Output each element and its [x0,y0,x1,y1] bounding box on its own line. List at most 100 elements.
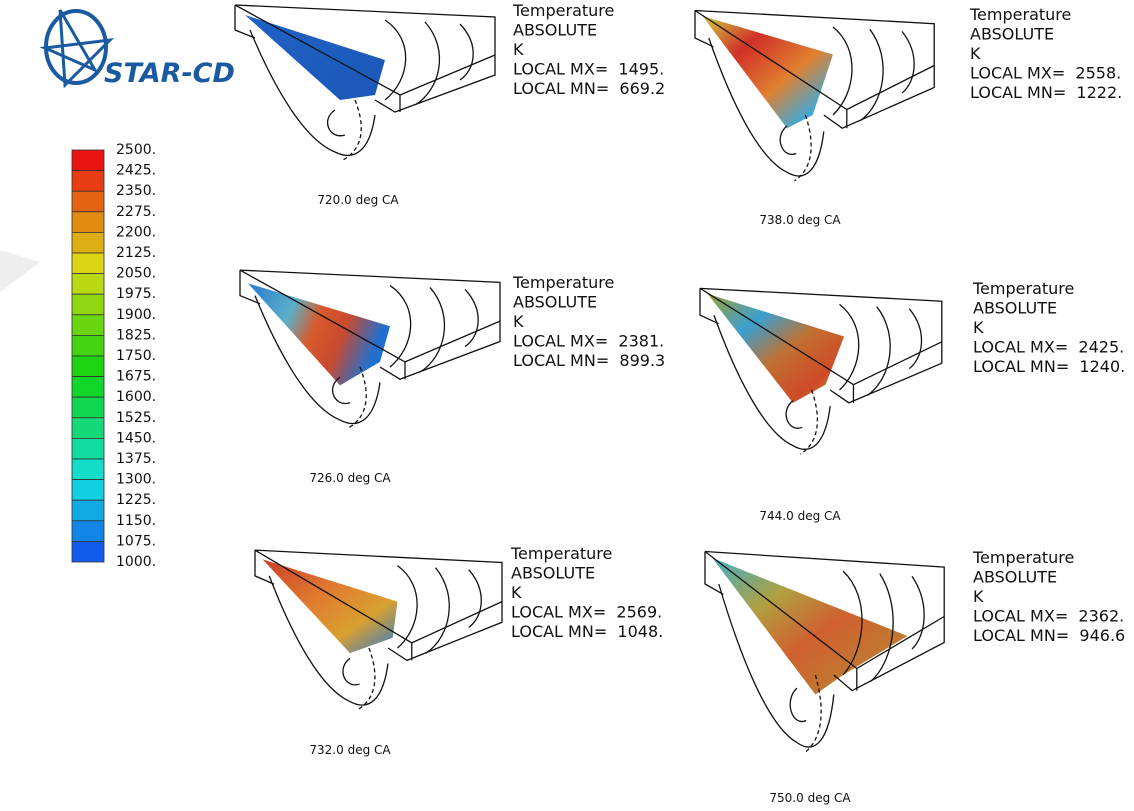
panel-info: ABSOLUTE [973,299,1057,318]
outline [800,390,817,454]
outline [902,31,914,93]
legend-swatch [72,418,104,439]
legend-label: 1450. [116,430,156,446]
legend-swatch [72,294,104,315]
legend-label: 1300. [116,472,156,488]
legend-label: 1900. [116,307,156,323]
legend-label: 2275. [116,204,156,220]
logo: STAR-CD [45,10,235,89]
legend-label: 1975. [116,286,156,302]
panel-info: ABSOLUTE [973,568,1057,587]
outline [343,658,360,685]
panel: TemperatureABSOLUTEKLOCAL MX= 2558.LOCAL… [695,5,1122,227]
legend-label: 1525. [116,410,156,426]
panel-info: K [970,44,981,63]
outline [909,309,921,369]
temperature-field [263,559,398,653]
panel-info: LOCAL MX= 2569. [511,603,662,622]
outline [867,307,890,396]
geometry [235,5,495,160]
legend-label: 2200. [116,224,156,240]
legend-label: 1825. [116,327,156,343]
legend-swatch [72,171,104,192]
outline [460,24,473,80]
color-legend: 2500.2425.2350.2275.2200.2125.2050.1975.… [72,142,156,570]
temperature-field [245,15,385,100]
legend-swatch [72,521,104,542]
outline [465,289,478,346]
legend-label: 1750. [116,348,156,364]
outline [786,401,802,429]
panel-info: ABSOLUTE [511,564,595,583]
panel-info: K [973,318,984,337]
legend-label: 2425. [116,163,156,179]
legend-label: 2050. [116,266,156,282]
panel-info: K [513,40,524,59]
legend-swatch [72,356,104,377]
logo-text: STAR-CD [104,58,235,89]
geometry [255,550,502,710]
legend-label: 1075. [116,533,156,549]
legend-swatch [72,335,104,356]
geometry [700,288,942,454]
watermark [0,250,40,292]
panel-info: Temperature [969,5,1071,24]
legend-label: 2500. [116,142,156,158]
outline [358,648,375,710]
page: STAR-CD 2500.2425.2350.2275.2200.2125.20… [0,0,1134,811]
temperature-field [707,294,844,403]
panel-info: LOCAL MX= 2362. [973,607,1124,626]
legend-label: 1600. [116,389,156,405]
panel-info: Temperature [510,544,612,563]
legend-swatch [72,459,104,480]
panel-info: LOCAL MX= 2381. [513,332,664,351]
panel-info: Temperature [512,1,614,20]
outline [420,287,444,372]
outline [426,568,449,653]
outline [912,576,924,649]
legend-label: 1150. [116,513,156,529]
legend-label: 1375. [116,451,156,467]
legend-swatch [72,438,104,459]
panel-info: ABSOLUTE [513,293,597,312]
panel-info: LOCAL MX= 2425. [973,338,1124,357]
panel-caption: 726.0 deg CA [309,471,391,485]
panel-info: K [973,587,984,606]
panel-info: LOCAL MN= 1240. [973,357,1125,376]
geometry [695,11,934,182]
panel-info: Temperature [972,548,1074,567]
panel-info: LOCAL MN= 669.2 [513,79,665,98]
outline [328,110,345,136]
legend-swatch [72,212,104,233]
panel-info: LOCAL MN= 1222. [970,83,1122,102]
outline [780,126,796,154]
temperature-field [248,283,390,385]
panel-info: LOCAL MN= 1048. [511,622,663,641]
outline [790,688,806,722]
legend-label: 1000. [116,554,156,570]
panel-info: Temperature [972,279,1074,298]
panel-info: LOCAL MX= 1495. [513,60,664,79]
legend-swatch [72,232,104,253]
geometry [705,552,944,754]
outline [469,570,482,628]
legend-swatch [72,397,104,418]
panel-info: ABSOLUTE [513,21,597,40]
panel-info: K [513,312,524,331]
legend-swatch [72,377,104,398]
panel-caption: 738.0 deg CA [759,213,841,227]
legend-swatch [72,274,104,295]
panel-caption: 750.0 deg CA [769,791,851,805]
legend-swatch [72,500,104,521]
outline [794,115,811,181]
outline [343,100,361,160]
panel-caption: 720.0 deg CA [317,193,399,207]
panel-info: K [511,583,522,602]
outline [415,22,439,105]
